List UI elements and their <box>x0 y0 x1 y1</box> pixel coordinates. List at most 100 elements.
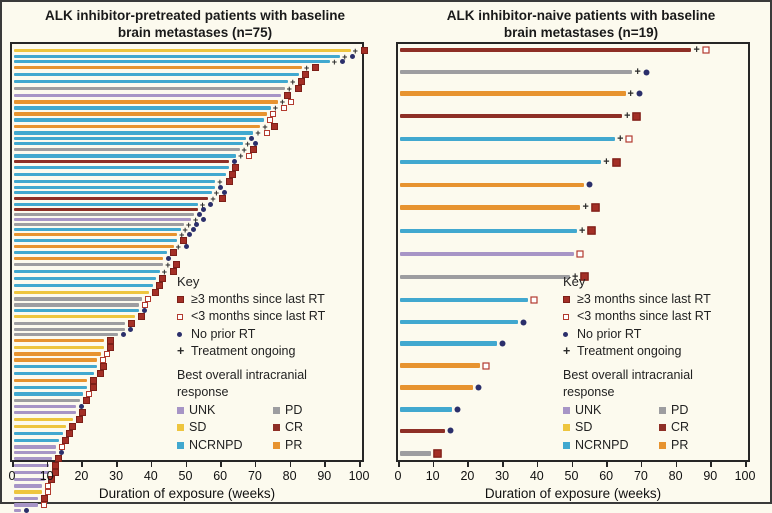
duration-bar <box>14 445 56 449</box>
x-axis-tick-label: 0 <box>394 469 402 483</box>
legend-item-ncrnpd: NCRNPD <box>177 437 273 455</box>
patient-lane: + <box>14 242 362 251</box>
legend-label: PD <box>671 402 689 417</box>
legend-label: SD <box>575 420 593 434</box>
patient-lane <box>14 164 362 171</box>
legend-label: <3 months since last RT <box>577 309 712 323</box>
rt-ge3-marker-icon <box>611 158 621 167</box>
rt-ge3-marker-icon <box>170 268 177 275</box>
patient-lane: + <box>400 225 748 236</box>
patient-lane: + <box>14 52 362 61</box>
patient-lane: + <box>14 139 362 148</box>
patient-lane <box>14 136 362 141</box>
rt-ge3-marker-icon <box>218 195 226 202</box>
patient-lane <box>14 327 362 332</box>
duration-bar <box>400 363 480 368</box>
legend-item-ncrnpd: NCRNPD <box>563 437 659 455</box>
rt-lt3-marker-icon <box>58 444 65 450</box>
rt-ge3-marker-icon <box>298 78 306 85</box>
duration-bar <box>14 477 46 482</box>
duration-bar <box>14 136 247 141</box>
patient-lane <box>14 296 362 302</box>
no-prior-rt-marker-icon <box>249 136 255 141</box>
panel-title-pretreated: ALK inhibitor-pretreated patients with b… <box>2 7 388 41</box>
rt-ge3-marker-icon <box>79 409 87 416</box>
legend-item-pr: PR <box>273 437 355 455</box>
patient-lane <box>14 450 362 455</box>
no-prior-rt-marker-icon <box>475 384 482 391</box>
no-prior-rt-marker-icon <box>563 331 577 337</box>
duration-bar <box>14 202 198 207</box>
no-prior-rt-marker-icon <box>232 159 238 164</box>
duration-bar <box>14 378 87 383</box>
x-axis-tick-label: 10 <box>425 469 440 483</box>
sd-swatch-icon <box>177 424 184 432</box>
x-axis-tick-label: 90 <box>317 469 332 483</box>
patient-lane <box>400 250 748 258</box>
rt-ge3-marker-icon <box>284 92 292 99</box>
no-prior-rt-marker-icon <box>187 232 193 237</box>
no-prior-rt-marker-icon <box>643 69 650 76</box>
patient-lane <box>14 344 362 351</box>
x-axis-tick <box>675 462 678 467</box>
rt-ge3-marker-icon <box>152 289 160 296</box>
duration-bar <box>14 385 87 390</box>
x-axis-tick-label: 10 <box>39 469 54 483</box>
legend-label: NCRNPD <box>575 437 629 452</box>
rt-ge3-marker-icon <box>249 146 257 153</box>
legend-label: NCRNPD <box>189 437 243 452</box>
rt-ge3-marker-icon <box>587 226 596 236</box>
patient-lane <box>14 404 362 409</box>
patient-lane: + <box>14 260 362 269</box>
patient-lane: + <box>400 111 748 122</box>
no-prior-rt-marker-icon <box>197 212 203 217</box>
duration-bar <box>14 238 178 243</box>
patient-lane: + <box>14 77 362 86</box>
x-axis-tick <box>150 462 153 467</box>
duration-bar <box>14 484 42 488</box>
duration-bar <box>14 131 254 135</box>
x-axis-tick <box>254 462 257 467</box>
duration-bar <box>14 59 330 64</box>
rt-lt3-marker-icon <box>263 130 270 136</box>
patient-lane: + <box>14 46 368 55</box>
rt-lt3-marker-icon <box>563 313 577 320</box>
duration-bar <box>14 207 198 212</box>
x-axis-tick <box>536 462 539 467</box>
duration-bar <box>14 262 164 267</box>
rt-ge3-marker-icon <box>232 164 240 171</box>
duration-bar <box>14 438 60 443</box>
patient-lane <box>14 476 362 483</box>
duration-bar <box>14 398 80 403</box>
legend-item-pd: PD <box>273 402 355 420</box>
x-axis-tick-label: 80 <box>668 469 683 483</box>
duration-bar <box>14 179 216 184</box>
rt-lt3-marker-icon <box>270 111 277 117</box>
duration-bar <box>14 72 299 77</box>
patient-lane <box>400 181 748 188</box>
x-axis-tick <box>606 462 608 467</box>
patient-lane <box>400 362 748 370</box>
x-axis-tick <box>12 462 14 467</box>
duration-bar <box>14 147 240 152</box>
duration-bar <box>400 341 498 346</box>
rt-lt3-marker-icon <box>141 302 148 308</box>
duration-bar <box>14 490 42 494</box>
x-axis-tick-label: 30 <box>109 469 124 483</box>
duration-bar <box>14 332 119 337</box>
patient-lane <box>14 409 362 416</box>
patient-lane <box>14 212 362 217</box>
rt-ge3-marker-icon <box>294 85 302 92</box>
duration-bar <box>400 428 446 434</box>
legend-response-grid: UNK PD SD CR NCRNPD PR <box>177 402 355 455</box>
patient-lane <box>14 430 362 437</box>
rt-lt3-marker-icon <box>44 489 51 495</box>
patient-lane: + <box>400 157 748 168</box>
x-axis-tick <box>432 462 435 467</box>
duration-bar <box>400 205 581 210</box>
no-prior-rt-marker-icon <box>194 222 200 227</box>
duration-bar <box>14 392 84 396</box>
patient-lane <box>14 469 362 476</box>
rt-lt3-marker-icon <box>625 135 634 143</box>
cr-swatch-icon <box>273 424 280 432</box>
